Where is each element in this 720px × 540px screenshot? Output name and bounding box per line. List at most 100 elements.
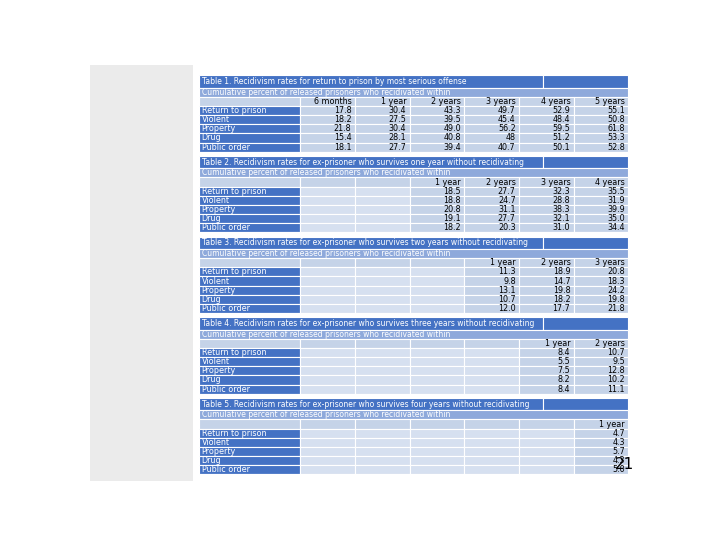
Bar <box>519 115 574 124</box>
Text: 27.7: 27.7 <box>498 214 516 223</box>
Bar <box>464 276 519 286</box>
Text: 9.5: 9.5 <box>613 357 625 366</box>
Bar <box>574 124 629 133</box>
Text: 21: 21 <box>615 457 634 472</box>
Bar <box>464 97 519 106</box>
Text: Cumulative percent of released prisoners who recidivated within: Cumulative percent of released prisoners… <box>202 168 450 178</box>
Bar <box>464 375 519 384</box>
Bar <box>355 420 410 429</box>
Bar <box>574 375 629 384</box>
Bar <box>574 106 629 115</box>
Bar <box>355 366 410 375</box>
Text: 35.0: 35.0 <box>608 214 625 223</box>
Text: 43.3: 43.3 <box>444 106 461 115</box>
Bar <box>464 267 519 276</box>
Text: 19.1: 19.1 <box>444 214 461 223</box>
Bar <box>300 143 355 152</box>
Bar <box>464 196 519 205</box>
Text: Public order: Public order <box>202 384 250 394</box>
Bar <box>199 313 629 317</box>
Bar <box>199 447 300 456</box>
Bar <box>410 304 464 313</box>
Bar <box>300 456 355 465</box>
Bar <box>519 366 574 375</box>
Bar <box>199 214 300 223</box>
Bar <box>199 106 300 115</box>
Bar <box>574 420 629 429</box>
Bar <box>300 304 355 313</box>
Bar <box>199 143 300 152</box>
Text: 55.1: 55.1 <box>608 106 625 115</box>
Bar <box>519 205 574 214</box>
Bar <box>199 115 300 124</box>
Text: Public order: Public order <box>202 224 250 232</box>
Bar <box>519 348 574 357</box>
Bar <box>355 384 410 394</box>
Text: 49.7: 49.7 <box>498 106 516 115</box>
Text: 2 years: 2 years <box>431 97 461 106</box>
Bar <box>199 87 629 97</box>
Bar <box>464 304 519 313</box>
Bar <box>574 133 629 143</box>
Text: 28.1: 28.1 <box>389 133 406 143</box>
Text: 39.5: 39.5 <box>444 115 461 124</box>
Bar <box>300 429 355 438</box>
Bar <box>199 267 300 276</box>
Bar <box>199 339 300 348</box>
Bar <box>574 429 629 438</box>
Bar <box>410 375 464 384</box>
Bar <box>464 438 519 447</box>
Bar <box>464 258 519 267</box>
Bar <box>199 232 629 237</box>
Text: 31.1: 31.1 <box>498 205 516 214</box>
Bar <box>355 196 410 205</box>
Text: 18.2: 18.2 <box>553 295 570 304</box>
Text: 18.5: 18.5 <box>444 187 461 195</box>
Text: Drug: Drug <box>202 133 221 143</box>
Bar <box>519 214 574 223</box>
Text: 3 years: 3 years <box>541 178 570 186</box>
Bar <box>410 196 464 205</box>
Bar <box>355 133 410 143</box>
Text: Violent: Violent <box>202 115 230 124</box>
Bar <box>199 375 300 384</box>
Bar <box>410 447 464 456</box>
Text: Cumulative percent of released prisoners who recidivated within: Cumulative percent of released prisoners… <box>202 249 450 258</box>
Text: Table 5. Recidivism rates for ex-prisoner who survives four years without recidi: Table 5. Recidivism rates for ex-prisone… <box>202 400 529 409</box>
Text: Violent: Violent <box>202 438 230 447</box>
Bar <box>199 168 629 178</box>
Bar <box>410 133 464 143</box>
Text: 27.7: 27.7 <box>498 187 516 195</box>
Bar <box>355 276 410 286</box>
Bar <box>410 187 464 196</box>
Bar <box>410 276 464 286</box>
Bar <box>199 196 300 205</box>
Bar <box>410 106 464 115</box>
Bar <box>355 375 410 384</box>
Bar <box>543 317 629 329</box>
Bar <box>574 214 629 223</box>
Bar <box>574 178 629 187</box>
Text: 8.4: 8.4 <box>558 384 570 394</box>
Bar <box>519 223 574 232</box>
Bar <box>199 237 543 249</box>
Bar <box>199 366 300 375</box>
Bar <box>574 223 629 232</box>
Bar <box>199 384 300 394</box>
Bar <box>574 348 629 357</box>
Text: Return to prison: Return to prison <box>202 348 266 357</box>
Text: 2 years: 2 years <box>595 339 625 348</box>
Text: 3 years: 3 years <box>486 97 516 106</box>
Text: 7.5: 7.5 <box>558 366 570 375</box>
Bar <box>464 420 519 429</box>
Text: 4 years: 4 years <box>595 178 625 186</box>
Bar <box>199 394 629 398</box>
Text: 50.8: 50.8 <box>608 115 625 124</box>
Bar <box>410 420 464 429</box>
Bar <box>574 447 629 456</box>
Bar <box>355 267 410 276</box>
Bar <box>410 339 464 348</box>
Bar <box>300 276 355 286</box>
Text: 56.2: 56.2 <box>498 124 516 133</box>
Bar <box>519 447 574 456</box>
